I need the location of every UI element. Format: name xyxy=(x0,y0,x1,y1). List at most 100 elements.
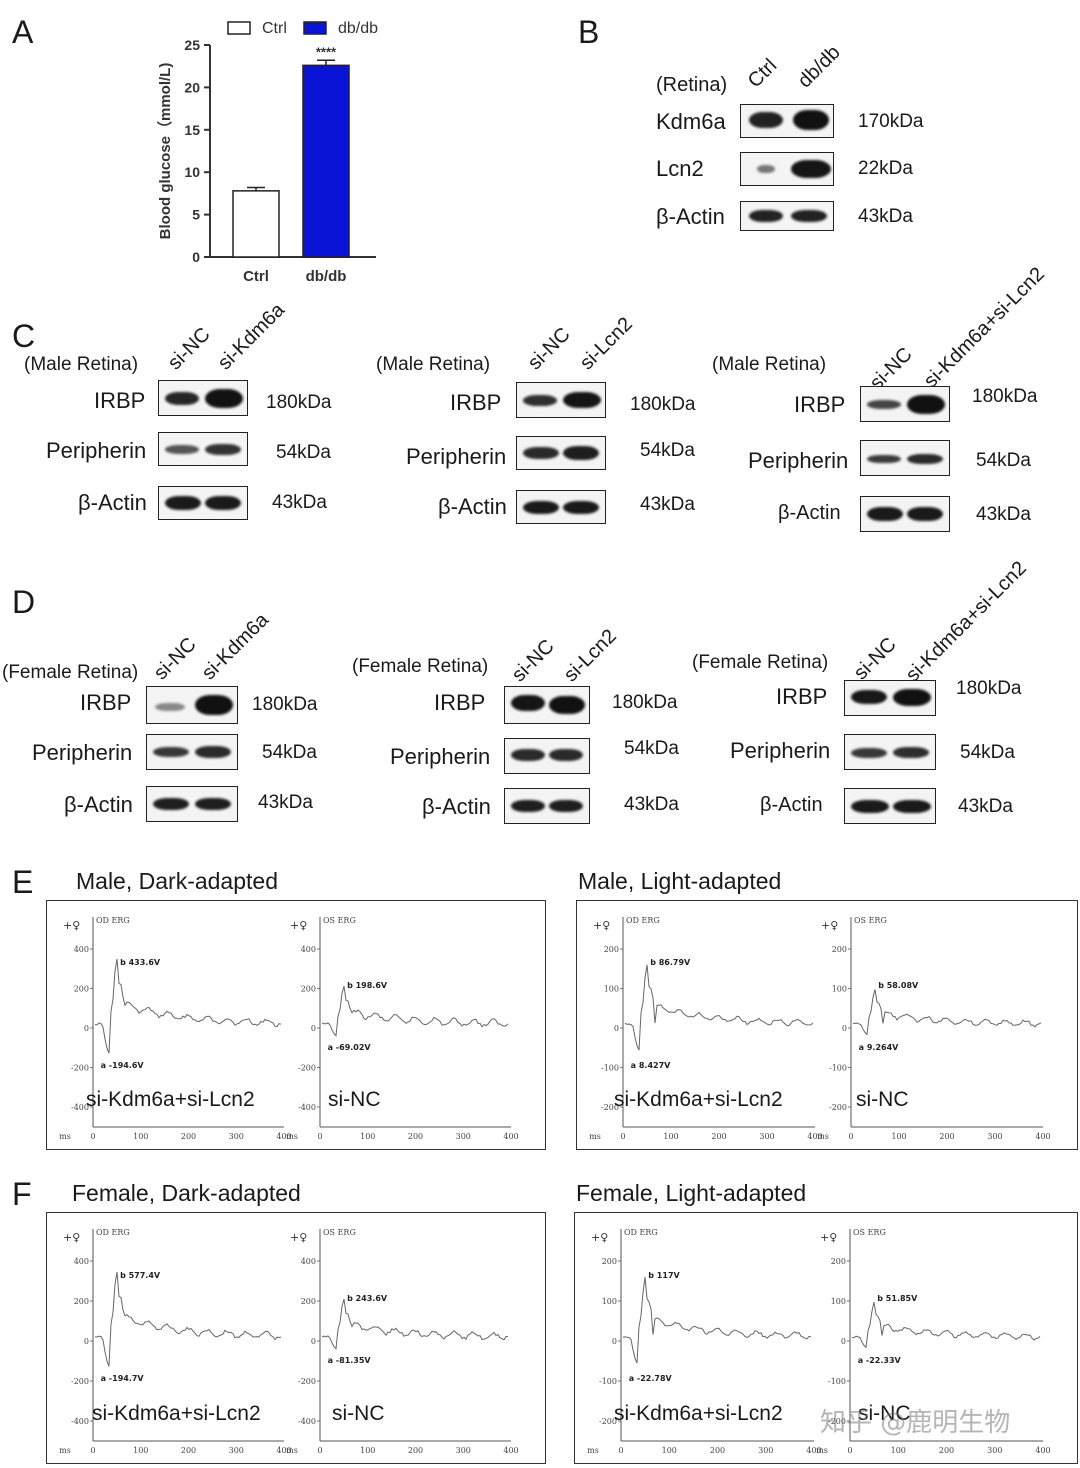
ergF-right-traces: +♀ OD ERG 200 100 0 -100 -200 ms 0 100 200 300 400 b … xyxy=(587,1228,1050,1455)
erg-x-tick: 100 xyxy=(360,1132,375,1141)
erg-y-tick: 0 xyxy=(84,1024,89,1033)
erg-tag: OS ERG xyxy=(323,916,356,925)
erg-waveform xyxy=(624,964,814,1051)
erg-x-tick: 200 xyxy=(181,1132,196,1141)
erg-y-tick: 0 xyxy=(311,1337,316,1346)
erg-x-tick: 300 xyxy=(758,1446,773,1455)
erg-y-tick: 100 xyxy=(832,985,847,994)
legend-swatch-dbdb xyxy=(303,21,327,35)
ergF-right-caption-left: si-Kdm6a+si-Lcn2 xyxy=(614,1402,783,1425)
panelD1-tissue: (Female Retina) xyxy=(2,662,139,683)
panelB-tissue: (Retina) xyxy=(656,74,728,96)
erg-y-tick: 100 xyxy=(602,1297,617,1306)
panelB-blot-lcn2 xyxy=(740,152,834,186)
panelB-protein-actin: β-Actin xyxy=(656,204,725,229)
erg-x-tick: 100 xyxy=(891,1446,906,1455)
erg-tag: OS ERG xyxy=(323,1228,356,1237)
erg-x-tick: 200 xyxy=(710,1446,725,1455)
panelD1-protein-actin: β-Actin xyxy=(64,792,133,817)
panelC1-protein-peripherin: Peripherin xyxy=(46,438,147,463)
erg-y-tick: -200 xyxy=(298,1377,316,1386)
panelD3-blot-actin xyxy=(844,788,936,824)
erg-b-wave-label: b 58.08V xyxy=(878,981,919,990)
panelD1-blot-irbp xyxy=(146,686,238,724)
erg-polarity-icon: +♀ xyxy=(63,1231,80,1244)
panelC2-protein-peripherin: Peripherin xyxy=(406,444,507,469)
panelB-lane-2: db/db xyxy=(793,41,845,93)
panel-letter-f: F xyxy=(12,1176,32,1212)
erg-x-tick: 400 xyxy=(276,1446,291,1455)
erg-x-tick: ms xyxy=(589,1132,601,1141)
y-tick-label: 25 xyxy=(184,37,200,53)
erg-x-tick: 400 xyxy=(503,1446,518,1455)
erg-subplot-right: +♀ OS ERG 400 200 0 -200 -400 ms 0 100 200 300 400 b … xyxy=(286,1228,518,1455)
erg-subplot-left: +♀ OD ERG 200 100 0 -100 -200 ms 0 100 200 300 400 b … xyxy=(587,1228,821,1455)
panel-letter-a: A xyxy=(12,14,34,50)
erg-subplot-right: +♀ OS ERG 200 100 0 -100 -200 ms 0 100 200 300 400 b … xyxy=(816,1228,1050,1455)
erg-x-tick: 100 xyxy=(133,1446,148,1455)
panelC1-protein-actin: β-Actin xyxy=(78,490,147,515)
panelD3-size-peripherin: 54kDa xyxy=(960,742,1015,763)
ergE-left-frame: +♀ OD ERG 400 200 0 -200 -400 ms 0 100 200 300 400 b … xyxy=(46,900,546,1150)
panelC2-size-actin: 43kDa xyxy=(640,494,695,515)
panelC1-blot-irbp xyxy=(158,380,248,416)
panelC1-protein-irbp: IRBP xyxy=(94,388,146,413)
panelC3-size-irbp: 180kDa xyxy=(972,386,1038,407)
erg-x-tick: ms xyxy=(286,1446,298,1455)
erg-x-tick: 300 xyxy=(456,1132,471,1141)
panelD2-blot-peripherin xyxy=(504,738,590,774)
erg-x-tick: 0 xyxy=(847,1446,852,1455)
y-tick-label: 5 xyxy=(192,207,200,223)
ergE-right-frame: +♀ OD ERG 200 100 0 -100 -200 ms 0 100 200 300 400 b … xyxy=(576,900,1078,1150)
erg-y-tick: 0 xyxy=(614,1024,619,1033)
erg-x-tick: ms xyxy=(59,1446,71,1455)
erg-b-wave-label: b 577.4V xyxy=(120,1271,161,1280)
erg-y-tick: -100 xyxy=(829,1064,847,1073)
watermark: 知乎 @鹿明生物 xyxy=(820,1408,1011,1438)
erg-x-tick: 400 xyxy=(1035,1446,1050,1455)
erg-polarity-icon: +♀ xyxy=(63,919,80,932)
y-tick-label: 15 xyxy=(184,122,200,138)
erg-waveform xyxy=(853,989,1042,1036)
blood-glucose-bar-chart: 0 5 10 15 20 25 Blood glucose（mmol/L) Ctrl db/d… xyxy=(156,20,378,285)
erg-y-tick: -100 xyxy=(601,1064,619,1073)
erg-subplot-right: +♀ OS ERG 400 200 0 -200 -400 ms 0 100 200 300 400 b … xyxy=(286,916,518,1141)
erg-polarity-icon: +♀ xyxy=(593,919,610,932)
ergE-left-traces: +♀ OD ERG 400 200 0 -200 -400 ms 0 100 200 300 400 b … xyxy=(59,916,518,1141)
erg-y-tick: -400 xyxy=(71,1103,89,1112)
legend-label-dbdb: db/db xyxy=(338,20,378,37)
panelC1-blot-peripherin xyxy=(158,432,248,466)
erg-x-tick: 100 xyxy=(662,1446,677,1455)
panelD1-protein-irbp: IRBP xyxy=(80,690,132,715)
erg-subplot-left: +♀ OD ERG 400 200 0 -200 -400 ms 0 100 200 300 400 b … xyxy=(59,916,291,1141)
panelC2-blot-actin xyxy=(516,490,606,524)
erg-x-tick: ms xyxy=(59,1132,71,1141)
panelC3-size-peripherin: 54kDa xyxy=(976,450,1031,471)
erg-x-tick: 300 xyxy=(987,1446,1002,1455)
ergF-left-caption-left: si-Kdm6a+si-Lcn2 xyxy=(92,1402,261,1425)
panelB-size-lcn2: 22kDa xyxy=(858,158,913,179)
panelD3-tissue: (Female Retina) xyxy=(692,652,829,673)
erg-b-wave-label: b 433.6V xyxy=(120,958,161,967)
erg-subplot-left: +♀ OD ERG 200 100 0 -100 -200 ms 0 100 200 300 400 b … xyxy=(589,916,822,1141)
erg-tag: OS ERG xyxy=(854,916,887,925)
erg-polarity-icon: +♀ xyxy=(290,919,307,932)
erg-y-tick: -200 xyxy=(829,1103,847,1112)
panelC3-protein-actin: β-Actin xyxy=(778,502,841,524)
erg-polarity-icon: +♀ xyxy=(821,919,838,932)
erg-b-wave-label: b 243.6V xyxy=(347,1294,388,1303)
panelC3-blot-actin xyxy=(860,496,950,532)
panelC2-lane-1: si-NC xyxy=(523,323,575,375)
ergE-right-traces: +♀ OD ERG 200 100 0 -100 -200 ms 0 100 200 300 400 b … xyxy=(589,916,1050,1141)
ergE-left-title: Male, Dark-adapted xyxy=(76,868,278,894)
panelB-blot-actin xyxy=(740,201,834,231)
erg-x-tick: 0 xyxy=(90,1132,95,1141)
erg-a-wave-label: a -81.35V xyxy=(328,1356,372,1365)
erg-waveform xyxy=(622,1277,812,1364)
panelD3-size-irbp: 180kDa xyxy=(956,678,1022,699)
ergE-right-caption-right: si-NC xyxy=(856,1088,909,1111)
erg-y-tick: 0 xyxy=(841,1337,846,1346)
panelC2-lane-2: si-Lcn2 xyxy=(575,313,637,375)
bar-Ctrl xyxy=(232,190,280,258)
erg-x-tick: 300 xyxy=(229,1132,244,1141)
